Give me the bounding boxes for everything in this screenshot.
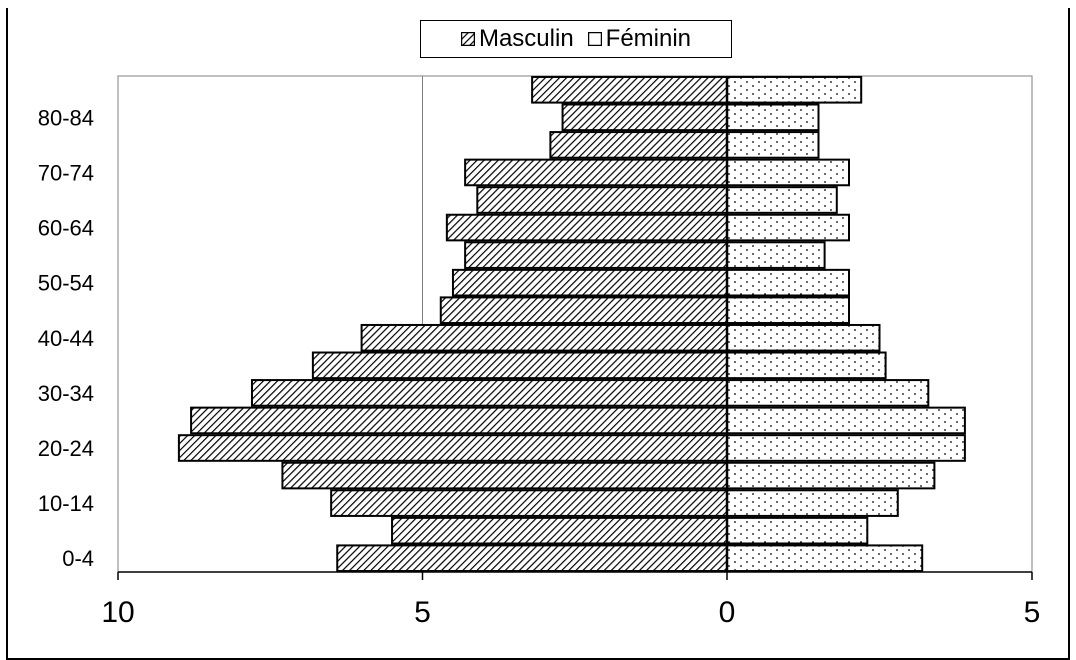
bar-feminin-10-14 — [726, 489, 899, 517]
legend-label-masculin: Masculin — [478, 25, 574, 52]
y-tick-label: 20-24 — [38, 436, 94, 461]
bar-masculin-75-79 — [549, 131, 729, 159]
bar-masculin-45-49 — [439, 296, 728, 325]
bar-masculin-5-9 — [391, 516, 728, 545]
bar-masculin-20-24 — [177, 434, 728, 462]
bar-masculin-55-59 — [464, 241, 728, 269]
y-tick-label: 50-54 — [38, 271, 94, 296]
bar-feminin-0-4 — [726, 544, 924, 573]
bar-feminin-85+ — [726, 75, 863, 104]
x-tick-label: 5 — [1024, 596, 1041, 629]
legend-label-feminin: Féminin — [605, 25, 692, 52]
bar-feminin-70-74 — [726, 158, 850, 187]
bar-feminin-55-59 — [726, 241, 826, 269]
bar-masculin-35-39 — [311, 351, 728, 380]
bar-feminin-25-29 — [726, 406, 966, 435]
bar-feminin-80-84 — [726, 103, 820, 132]
y-tick-label: 0-4 — [62, 546, 94, 571]
y-tick-label: 10-14 — [38, 491, 94, 516]
bar-masculin-80-84 — [561, 103, 728, 132]
x-tick-label: 0 — [719, 596, 736, 629]
bar-masculin-40-44 — [360, 323, 728, 352]
legend-swatch-feminin — [587, 32, 602, 46]
bar-feminin-65-69 — [726, 186, 838, 214]
bar-masculin-0-4 — [336, 544, 728, 573]
bar-feminin-50-54 — [726, 268, 850, 297]
y-tick-label: 70-74 — [38, 160, 94, 185]
x-tick-label: 5 — [414, 596, 431, 629]
bar-masculin-50-54 — [451, 268, 728, 297]
bar-masculin-15-19 — [281, 461, 728, 490]
bar-feminin-40-44 — [726, 323, 881, 352]
legend-item-feminin: Féminin — [587, 25, 692, 53]
legend-item-masculin: Masculin — [460, 25, 574, 53]
y-tick-label: 60-64 — [38, 216, 94, 241]
bar-feminin-35-39 — [726, 351, 887, 380]
y-tick-label: 30-34 — [38, 381, 94, 406]
bar-masculin-60-64 — [445, 213, 728, 242]
y-tick-label: 80-84 — [38, 105, 94, 130]
bar-masculin-10-14 — [330, 489, 728, 517]
bar-masculin-30-34 — [250, 379, 728, 407]
bar-feminin-5-9 — [726, 516, 869, 545]
bar-feminin-45-49 — [726, 296, 850, 325]
bar-feminin-60-64 — [726, 213, 850, 242]
bar-masculin-65-69 — [476, 186, 728, 214]
legend-swatch-masculin — [460, 32, 475, 46]
bar-feminin-30-34 — [726, 379, 930, 407]
bar-feminin-15-19 — [726, 461, 936, 490]
bar-masculin-70-74 — [464, 158, 728, 187]
bar-feminin-75-79 — [726, 131, 820, 159]
bar-feminin-20-24 — [726, 434, 966, 462]
chart-legend: Masculin Féminin — [420, 20, 732, 58]
bar-masculin-85+ — [531, 75, 728, 104]
x-tick-label: 10 — [101, 596, 134, 629]
y-tick-label: 40-44 — [38, 326, 94, 351]
top-clip — [0, 0, 1076, 8]
bar-masculin-25-29 — [190, 406, 728, 435]
